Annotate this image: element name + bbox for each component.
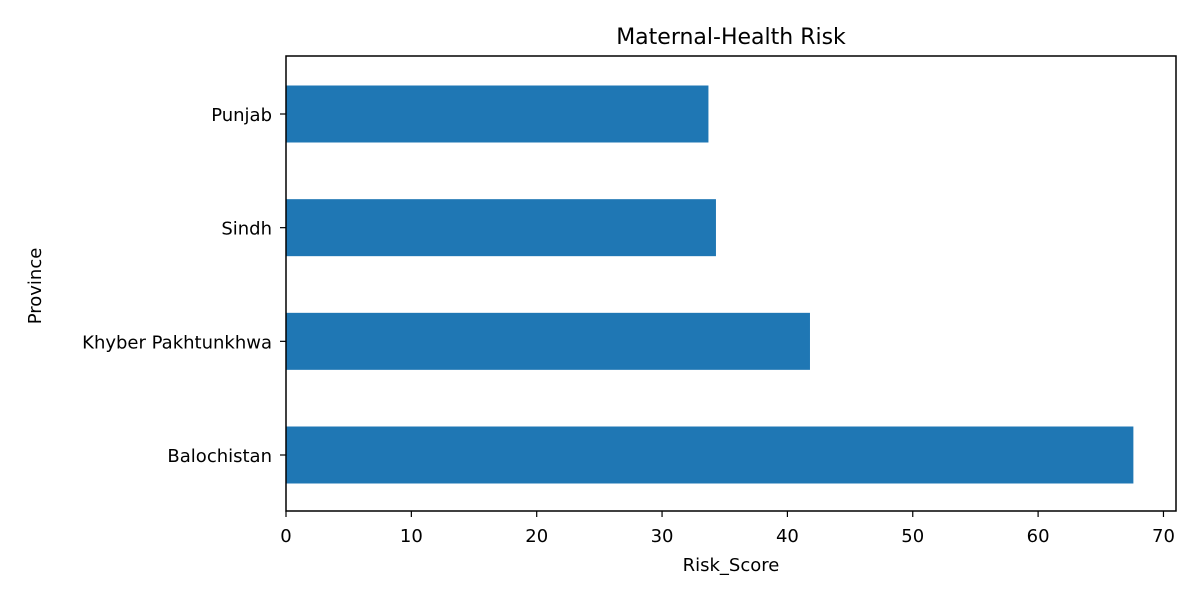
x-axis-label: Risk_Score: [683, 555, 780, 576]
x-tick-label: 10: [400, 526, 423, 547]
y-tick-label: Punjab: [211, 105, 272, 126]
bar-balochistan: [286, 426, 1134, 484]
bars: [286, 85, 1134, 484]
x-tick-label: 0: [280, 526, 291, 547]
x-tick-label: 60: [1027, 526, 1050, 547]
x-tick-label: 70: [1152, 526, 1175, 547]
y-tick-label: Khyber Pakhtunkhwa: [82, 332, 272, 353]
y-axis-label: Province: [25, 248, 46, 325]
chart-title: Maternal-Health Risk: [616, 25, 846, 50]
bar-sindh: [286, 199, 716, 257]
plot-frame: [285, 55, 1177, 512]
x-tick-label: 20: [525, 526, 548, 547]
y-tick-label: Sindh: [221, 219, 272, 240]
bar-punjab: [286, 85, 709, 143]
y-tick-label: Balochistan: [167, 446, 272, 467]
bar-khyber-pakhtunkhwa: [286, 312, 810, 370]
axis-ticks: Balochistan Khyber Pakhtunkhwa Sindh Punjab…: [82, 105, 1175, 547]
x-tick-label: 50: [901, 526, 924, 547]
x-tick-label: 40: [776, 526, 799, 547]
x-tick-label: 30: [651, 526, 674, 547]
